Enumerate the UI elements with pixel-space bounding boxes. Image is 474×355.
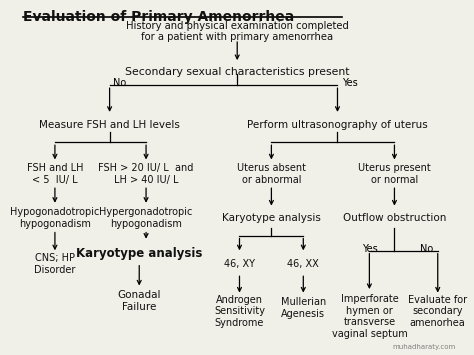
Text: Mullerian
Agenesis: Mullerian Agenesis: [281, 297, 326, 319]
Text: Evaluation of Primary Amenorrhea: Evaluation of Primary Amenorrhea: [23, 10, 294, 24]
Text: Evaluate for
secondary
amenorhea: Evaluate for secondary amenorhea: [408, 295, 467, 328]
Text: Karyotype analysis: Karyotype analysis: [222, 213, 321, 223]
Text: Gonadal
Failure: Gonadal Failure: [118, 290, 161, 312]
Text: Outflow obstruction: Outflow obstruction: [343, 213, 446, 223]
Text: Secondary sexual characteristics present: Secondary sexual characteristics present: [125, 67, 349, 77]
Text: Yes: Yes: [342, 78, 358, 88]
Text: Karyotype analysis: Karyotype analysis: [76, 247, 202, 260]
Text: No: No: [113, 78, 127, 88]
Text: FSH and LH
< 5  IU/ L: FSH and LH < 5 IU/ L: [27, 163, 83, 185]
Text: 46, XX: 46, XX: [287, 259, 319, 269]
Text: FSH > 20 IU/ L  and
LH > 40 IU/ L: FSH > 20 IU/ L and LH > 40 IU/ L: [99, 163, 194, 185]
Text: No: No: [419, 244, 433, 254]
Text: Uterus present
or normal: Uterus present or normal: [358, 163, 431, 185]
Text: Imperforate
hymen or
transverse
vaginal septum: Imperforate hymen or transverse vaginal …: [331, 294, 407, 339]
Text: Uterus absent
or abnormal: Uterus absent or abnormal: [237, 163, 306, 185]
Text: Yes: Yes: [362, 244, 377, 254]
Text: Hypogonadotropic
hypogonadism: Hypogonadotropic hypogonadism: [10, 207, 100, 229]
Text: Androgen
Sensitivity
Syndrome: Androgen Sensitivity Syndrome: [214, 295, 265, 328]
Text: CNS; HP
Disorder: CNS; HP Disorder: [34, 253, 76, 275]
Text: 46, XY: 46, XY: [224, 259, 255, 269]
Text: Hypergonadotropic
hypogonadism: Hypergonadotropic hypogonadism: [100, 207, 193, 229]
Text: muhadharaty.com: muhadharaty.com: [393, 344, 456, 350]
Text: Measure FSH and LH levels: Measure FSH and LH levels: [39, 120, 180, 130]
Text: Perform ultrasonography of uterus: Perform ultrasonography of uterus: [247, 120, 428, 130]
Text: History and physical examination completed
for a patient with primary amenorrhea: History and physical examination complet…: [126, 21, 349, 42]
